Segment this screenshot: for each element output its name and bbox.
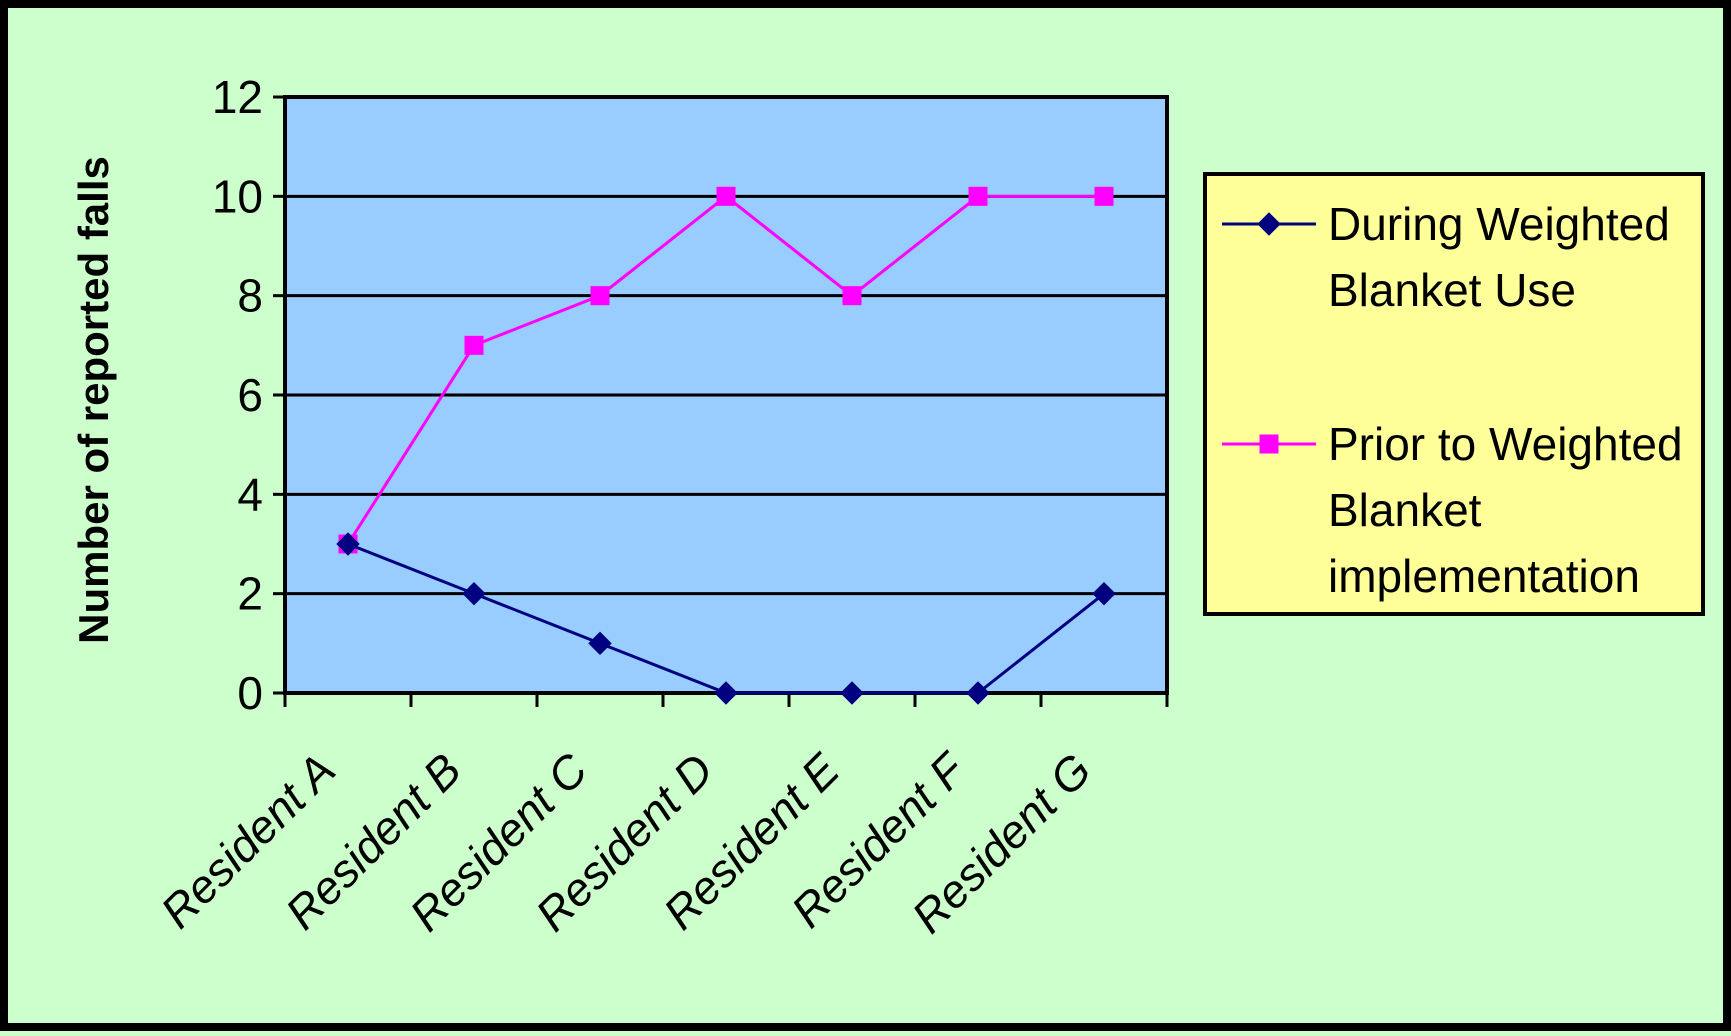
- diamond-marker: [966, 681, 990, 705]
- y-tick-label: 10: [212, 170, 263, 222]
- legend-items: During Weighted Blanket Use Prior to Weigh…: [1222, 198, 1683, 602]
- legend-entry: During Weighted Blanket Use: [1222, 198, 1670, 316]
- legend-label: implementation: [1328, 550, 1640, 602]
- legend-label: Prior to Weighted: [1328, 418, 1683, 470]
- square-marker: [716, 186, 736, 206]
- series-during: [336, 532, 1116, 705]
- y-tick-label: 0: [237, 667, 263, 719]
- diamond-marker: [462, 581, 486, 606]
- legend-label: Blanket: [1328, 484, 1482, 536]
- y-tick-label: 2: [237, 568, 263, 620]
- y-tick-label: 4: [237, 468, 263, 520]
- square-marker: [842, 286, 862, 306]
- series-layer: [336, 186, 1116, 705]
- diamond-marker: [1092, 581, 1116, 606]
- y-axis-title: Number of reported falls: [70, 156, 117, 644]
- square-marker: [968, 186, 988, 206]
- square-marker: [464, 335, 484, 355]
- y-tick-label: 8: [237, 270, 263, 322]
- y-tick-label: 6: [237, 369, 263, 421]
- legend-label: Blanket Use: [1328, 264, 1576, 316]
- diamond-marker: [714, 681, 738, 705]
- legend-box: [1203, 172, 1705, 616]
- square-marker: [590, 286, 610, 306]
- legend-label: During Weighted: [1328, 198, 1670, 250]
- diamond-marker: [1257, 212, 1281, 236]
- square-marker: [1259, 434, 1279, 454]
- square-marker: [1094, 186, 1114, 206]
- diamond-marker: [588, 631, 612, 656]
- legend: During Weighted Blanket Use Prior to Weigh…: [1203, 172, 1705, 616]
- y-tick-label: 12: [212, 71, 263, 123]
- legend-entry: Prior to Weighted Blanket implementation: [1222, 418, 1683, 602]
- diamond-marker: [840, 681, 864, 705]
- y-axis-ticks: 0 2 4 6 8 10 12: [212, 71, 285, 719]
- diamond-marker: [336, 532, 360, 556]
